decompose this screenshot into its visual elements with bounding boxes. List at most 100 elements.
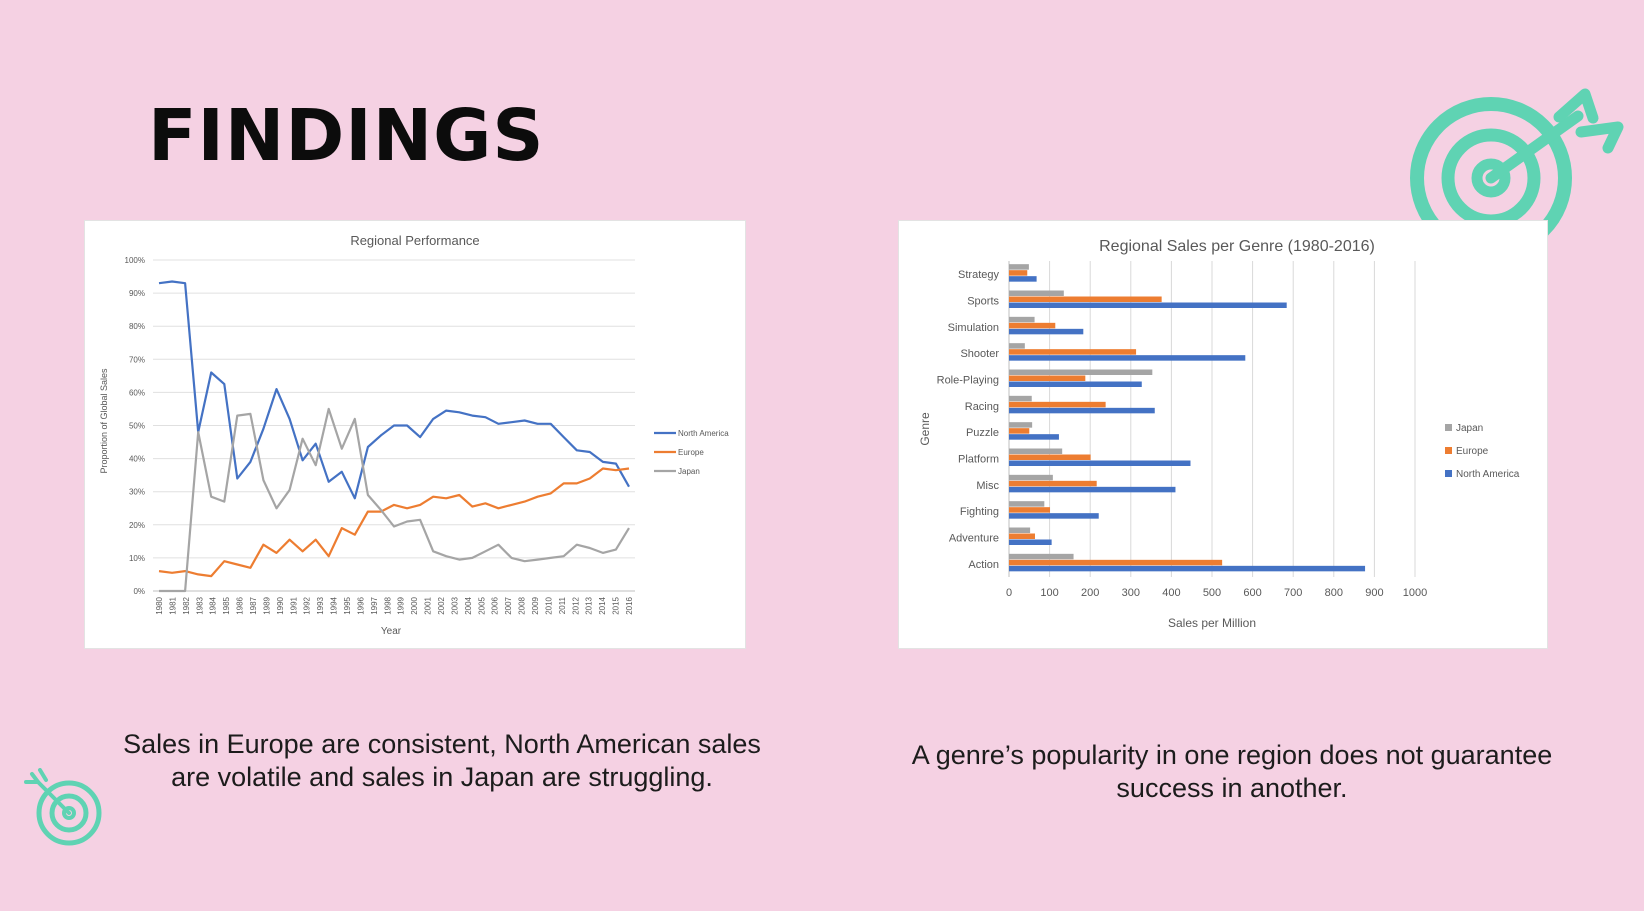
x-tick-label: 1991 <box>289 596 298 614</box>
bar-platform-japan <box>1009 448 1063 454</box>
bar-chart-title: Regional Sales per Genre (1980-2016) <box>1099 238 1375 255</box>
bottom-strip <box>0 911 1644 916</box>
series-line-japan <box>159 407 630 593</box>
bar-sports-europe <box>1009 296 1162 302</box>
bar-misc-north-america <box>1009 486 1176 493</box>
x-tick-label: 1985 <box>222 596 231 614</box>
x-tick-label: 1999 <box>397 596 406 614</box>
legend-swatch <box>1445 424 1452 431</box>
y-tick-label: 70% <box>129 355 145 364</box>
category-label: Puzzle <box>966 427 999 439</box>
x-tick-label: 400 <box>1162 587 1180 599</box>
x-tick-label: 1983 <box>195 596 204 614</box>
x-tick-label: 2013 <box>585 596 594 614</box>
bar-sports-north-america <box>1009 302 1287 308</box>
x-tick-label: 2011 <box>558 596 567 614</box>
x-tick-label: 1980 <box>155 596 164 614</box>
y-tick-label: 80% <box>129 322 145 331</box>
x-tick-label: 1995 <box>343 596 352 614</box>
target-arrow-icon <box>24 768 102 846</box>
line-chart-x-axis-label: Year <box>381 626 402 637</box>
slide-title: FINDINGS <box>148 94 545 177</box>
x-tick-label: 100 <box>1040 587 1058 599</box>
category-label: Shooter <box>960 348 999 360</box>
bar-strategy-japan <box>1009 264 1029 270</box>
x-tick-label: 2009 <box>531 596 540 614</box>
bar-simulation-europe <box>1009 322 1056 329</box>
caption-regional-performance: Sales in Europe are consistent, North Am… <box>123 729 761 792</box>
bar-adventure-north-america <box>1009 539 1052 545</box>
x-tick-label: 2006 <box>491 596 500 614</box>
bar-puzzle-north-america <box>1009 434 1059 440</box>
x-tick-label: 1994 <box>330 596 339 614</box>
x-tick-label: 2015 <box>612 596 621 614</box>
bar-shooter-japan <box>1009 343 1025 349</box>
bar-chart-y-axis-label: Genre <box>918 412 932 446</box>
x-tick-label: 1000 <box>1403 587 1427 599</box>
genre-sales-bar-chart: Regional Sales per Genre (1980-2016) Str… <box>918 238 1520 630</box>
x-tick-label: 1997 <box>370 596 379 614</box>
x-tick-label: 2001 <box>424 596 433 614</box>
series-line-north-america <box>158 280 630 500</box>
bar-adventure-europe <box>1009 533 1035 539</box>
y-tick-label: 0% <box>133 587 145 596</box>
regional-performance-line-chart: Regional Performance 0% 10% 20% 30% 40% 50% 60… <box>99 233 729 637</box>
bar-role-playing-north-america <box>1009 381 1142 387</box>
bar-adventure-japan <box>1009 527 1031 533</box>
y-tick-label: 30% <box>129 488 145 497</box>
legend-label: Europe <box>1456 446 1489 457</box>
legend-label: Japan <box>678 467 700 476</box>
bar-fighting-north-america <box>1009 513 1099 519</box>
x-tick-label: 2014 <box>598 596 607 614</box>
bar-puzzle-europe <box>1009 428 1030 434</box>
legend-swatch <box>1445 447 1452 454</box>
bar-misc-japan <box>1009 474 1053 481</box>
x-tick-label: 1986 <box>236 596 245 614</box>
category-label: Adventure <box>949 533 999 545</box>
x-tick-label: 1990 <box>276 596 285 614</box>
regional-performance-chart-card: Regional Performance 0% 10% 20% 30% 40% 50% 60… <box>84 220 746 649</box>
line-chart-title: Regional Performance <box>350 233 479 248</box>
bar-role-playing-japan <box>1009 369 1153 375</box>
x-tick-label: 300 <box>1122 587 1140 599</box>
x-tick-label: 2004 <box>464 596 473 614</box>
legend-label: North America <box>678 429 729 438</box>
x-tick-label: 2008 <box>518 596 527 614</box>
x-tick-label: 1992 <box>303 596 312 614</box>
category-label: Platform <box>958 454 999 466</box>
x-tick-label: 2007 <box>504 596 513 614</box>
series-line-europe <box>158 467 630 578</box>
bar-chart-x-axis-label: Sales per Million <box>1168 616 1256 630</box>
bar-fighting-japan <box>1009 501 1045 507</box>
bar-racing-japan <box>1009 395 1032 402</box>
bar-action-japan <box>1009 553 1074 560</box>
x-tick-label: 0 <box>1006 587 1012 599</box>
category-label: Racing <box>965 401 999 413</box>
x-tick-label: 1981 <box>168 596 177 614</box>
category-label: Misc <box>976 480 999 492</box>
bar-shooter-europe <box>1009 349 1137 355</box>
x-tick-label: 500 <box>1203 587 1221 599</box>
line-chart-y-axis-label: Proportion of Global Sales <box>99 368 109 474</box>
bar-platform-north-america <box>1009 460 1191 466</box>
x-tick-label: 2000 <box>410 596 419 614</box>
category-label: Simulation <box>948 322 999 334</box>
legend-label: Japan <box>1456 423 1483 434</box>
x-tick-label: 1982 <box>182 596 191 614</box>
y-tick-label: 60% <box>129 388 145 397</box>
bar-role-playing-europe <box>1009 375 1086 381</box>
x-tick-label: 2002 <box>437 596 446 614</box>
bar-sports-japan <box>1009 290 1064 296</box>
x-tick-label: 600 <box>1243 587 1261 599</box>
genre-sales-chart-card: Regional Sales per Genre (1980-2016) Str… <box>898 220 1548 649</box>
bar-puzzle-japan <box>1009 422 1033 428</box>
bar-action-north-america <box>1009 565 1366 572</box>
legend-label: North America <box>1456 469 1520 480</box>
category-label: Role-Playing <box>937 375 999 387</box>
x-tick-label: 700 <box>1284 587 1302 599</box>
legend-swatch <box>1445 470 1452 477</box>
bar-simulation-north-america <box>1009 328 1084 335</box>
bar-platform-europe <box>1009 454 1091 460</box>
y-tick-label: 20% <box>129 521 145 530</box>
bar-misc-europe <box>1009 480 1097 487</box>
